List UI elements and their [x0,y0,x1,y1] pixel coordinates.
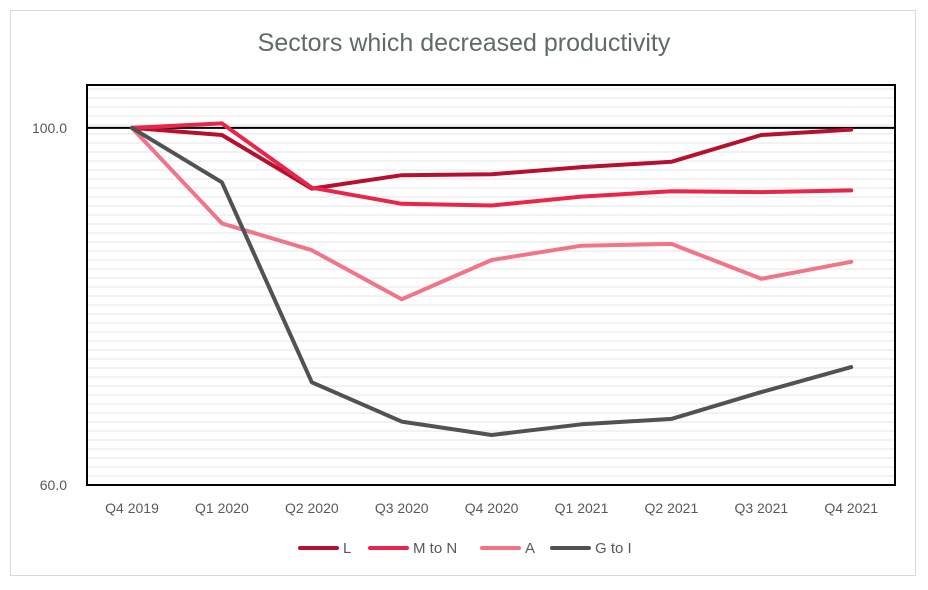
series-line-0 [130,125,854,191]
plot-area-border [86,84,896,486]
x-tick-label: Q3 2020 [375,500,429,516]
legend: L M to N A G to I [298,540,632,557]
x-tick-label: Q1 2020 [195,500,249,516]
series-line-3 [130,125,854,437]
chart-frame [10,10,916,576]
x-tick-label: Q2 2021 [645,500,699,516]
x-tick-label: Q4 2021 [824,500,878,516]
legend-label: M to N [413,540,457,557]
series-lines [130,121,854,437]
legend-label: L [343,540,351,557]
series-line-2 [130,125,854,302]
legend-label: G to I [595,540,632,557]
x-tick-label: Q3 2021 [734,500,788,516]
grid-lines [87,88,895,477]
y-tick-label: 60.0 [40,477,67,493]
chart-title: Sectors which decreased productivity [257,29,671,57]
series-line-1 [130,121,854,208]
y-axis-ticks: 100.0 60.0 [32,120,67,493]
x-tick-label: Q4 2019 [105,500,159,516]
legend-label: A [525,540,535,557]
x-tick-label: Q1 2021 [555,500,609,516]
x-tick-label: Q4 2020 [465,500,519,516]
y-tick-label: 100.0 [32,120,67,136]
x-tick-label: Q2 2020 [285,500,339,516]
x-axis-ticks: Q4 2019 Q1 2020 Q2 2020 Q3 2020 Q4 2020 Q1 20… [105,500,878,516]
